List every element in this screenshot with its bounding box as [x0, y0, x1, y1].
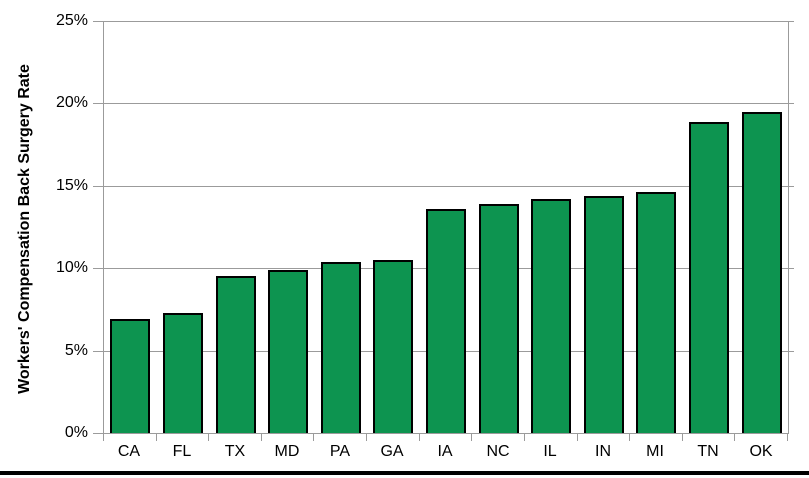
x-tick-11 [682, 434, 683, 441]
x-label-GA: GA [380, 443, 404, 460]
x-label-PA: PA [329, 443, 351, 460]
bar-CA [110, 319, 150, 433]
y-tick-label-5pct: 5% [64, 342, 88, 359]
y-tick-label-0pct: 0% [64, 424, 88, 441]
bar-PA [321, 262, 361, 433]
x-tick-10 [629, 434, 630, 441]
y-tick-label-25pct: 25% [55, 12, 88, 29]
y-tick-5pct [93, 351, 103, 352]
bar-OK [742, 112, 782, 433]
x-label-IL: IL [543, 443, 557, 460]
y-tick-10pct [93, 268, 103, 269]
bar-TN [689, 122, 729, 433]
y-tick-20pct [93, 103, 103, 104]
x-tick-5 [366, 434, 367, 441]
x-tick-13 [787, 434, 788, 441]
x-tick-12 [734, 434, 735, 441]
bar-MD [268, 270, 308, 433]
bar-IN [584, 196, 624, 433]
x-tick-8 [524, 434, 525, 441]
bar-MI [636, 192, 676, 433]
bar-IA [426, 209, 466, 433]
bar-FL [163, 313, 203, 433]
x-label-MI: MI [646, 443, 664, 460]
x-tick-6 [419, 434, 420, 441]
x-tick-4 [313, 434, 314, 441]
x-label-IA: IA [437, 443, 453, 460]
x-label-MD: MD [274, 443, 300, 460]
x-label-FL: FL [172, 443, 192, 460]
y-tick-label-20pct: 20% [55, 94, 88, 111]
y-tick-15pct [93, 186, 103, 187]
y-tick-label-10pct: 10% [55, 259, 88, 276]
gridline-20pct [104, 103, 794, 104]
bar-TX [216, 276, 256, 433]
bottom-border-line [0, 471, 809, 475]
x-tick-2 [208, 434, 209, 441]
bar-GA [373, 260, 413, 433]
x-tick-0 [103, 434, 104, 441]
gridline-25pct [104, 21, 794, 22]
bar-IL [531, 199, 571, 433]
gridline-15pct [104, 186, 794, 187]
y-tick-0pct [93, 433, 103, 434]
y-tick-label-15pct: 15% [55, 177, 88, 194]
x-tick-7 [471, 434, 472, 441]
x-label-IN: IN [595, 443, 611, 460]
y-tick-25pct [93, 21, 103, 22]
x-label-CA: CA [117, 443, 141, 460]
x-tick-3 [261, 434, 262, 441]
bar-NC [479, 204, 519, 433]
x-label-OK: OK [749, 443, 773, 460]
plot-area [103, 21, 794, 434]
x-label-NC: NC [486, 443, 510, 460]
x-tick-9 [577, 434, 578, 441]
x-label-TN: TN [697, 443, 719, 460]
x-label-TX: TX [224, 443, 246, 460]
x-tick-1 [156, 434, 157, 441]
